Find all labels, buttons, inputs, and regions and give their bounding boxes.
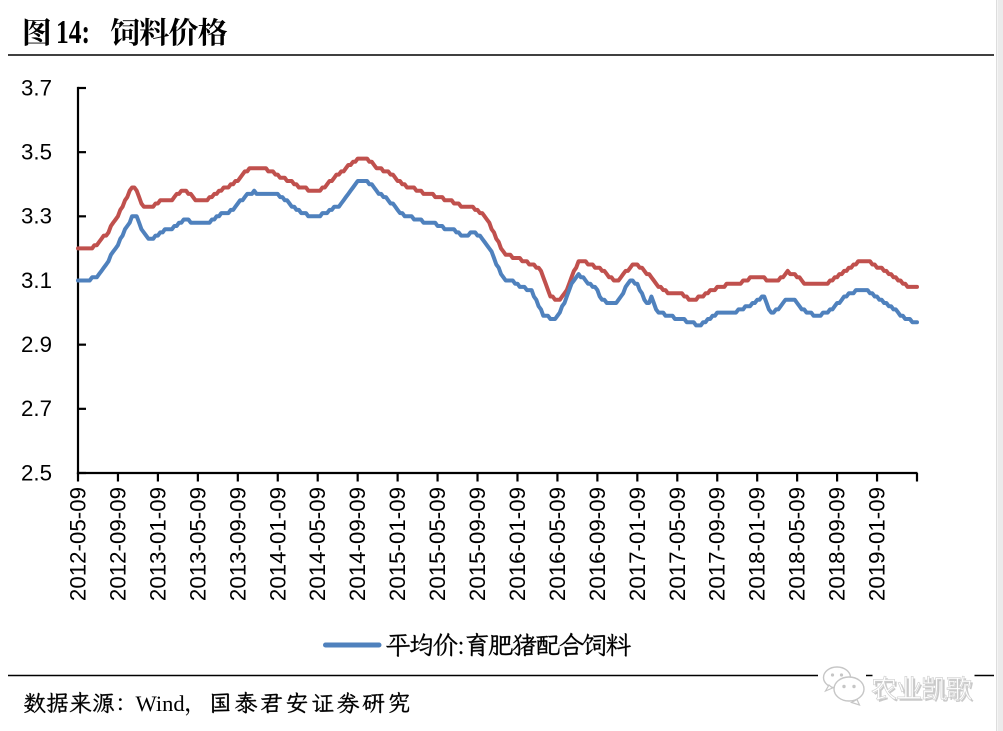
svg-text:14:: 14: bbox=[56, 14, 90, 51]
svg-text:2012-09-09: 2012-09-09 bbox=[105, 487, 130, 601]
svg-text:3.1: 3.1 bbox=[21, 268, 52, 293]
svg-text:2012-05-09: 2012-05-09 bbox=[66, 487, 91, 601]
svg-text:2.5: 2.5 bbox=[21, 460, 52, 485]
svg-text:2017-09-09: 2017-09-09 bbox=[705, 487, 730, 601]
svg-text:2018-01-09: 2018-01-09 bbox=[745, 487, 770, 601]
svg-text:3.5: 3.5 bbox=[21, 139, 52, 164]
svg-text:2016-09-09: 2016-09-09 bbox=[585, 487, 610, 601]
svg-text:2015-09-09: 2015-09-09 bbox=[465, 487, 490, 601]
svg-text:2014-01-09: 2014-01-09 bbox=[265, 487, 290, 601]
svg-text:3.7: 3.7 bbox=[21, 75, 52, 100]
svg-text:2016-01-09: 2016-01-09 bbox=[505, 487, 530, 601]
svg-text:2.9: 2.9 bbox=[21, 332, 52, 357]
svg-text:2014-05-09: 2014-05-09 bbox=[305, 487, 330, 601]
svg-text:2019-01-09: 2019-01-09 bbox=[865, 487, 890, 601]
svg-text:2018-09-09: 2018-09-09 bbox=[825, 487, 850, 601]
svg-text:2014-09-09: 2014-09-09 bbox=[345, 487, 370, 601]
svg-text:2013-09-09: 2013-09-09 bbox=[225, 487, 250, 601]
svg-text:2013-05-09: 2013-05-09 bbox=[185, 487, 210, 601]
svg-text:2013-01-09: 2013-01-09 bbox=[145, 487, 170, 601]
svg-text:Wind: Wind bbox=[136, 691, 185, 716]
svg-text:2017-05-09: 2017-05-09 bbox=[665, 487, 690, 601]
svg-text:2017-01-09: 2017-01-09 bbox=[625, 487, 650, 601]
svg-text:3.3: 3.3 bbox=[21, 204, 52, 229]
svg-text:2018-05-09: 2018-05-09 bbox=[785, 487, 810, 601]
svg-text:2.7: 2.7 bbox=[21, 396, 52, 421]
svg-text:2015-05-09: 2015-05-09 bbox=[425, 487, 450, 601]
svg-text:2015-01-09: 2015-01-09 bbox=[385, 487, 410, 601]
svg-text:2016-05-09: 2016-05-09 bbox=[545, 487, 570, 601]
